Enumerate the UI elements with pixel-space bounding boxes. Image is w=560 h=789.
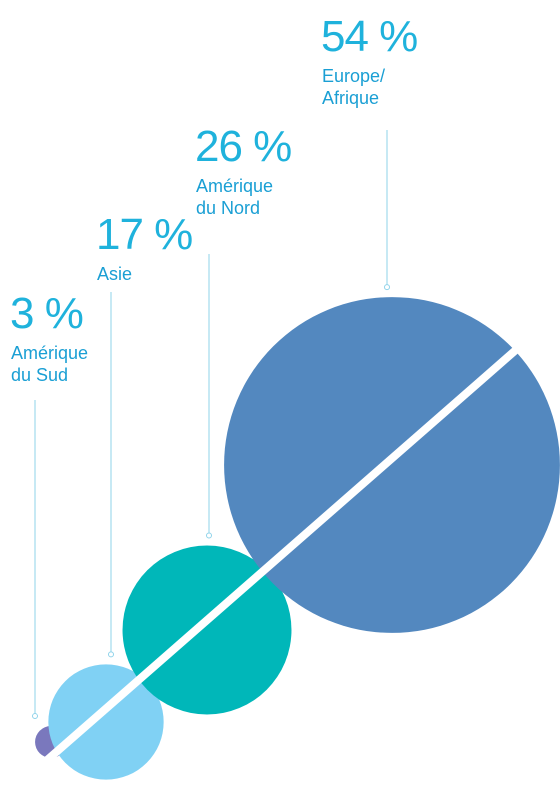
value-label: 54 % bbox=[321, 12, 418, 61]
value-label: 3 % bbox=[10, 289, 84, 338]
leader-dot bbox=[384, 284, 390, 291]
category-label: Amérique du Sud bbox=[11, 343, 89, 385]
leader-dot bbox=[206, 532, 212, 539]
diagonal-divider bbox=[27, 338, 528, 779]
leader-dot bbox=[108, 651, 114, 658]
category-label: Europe/ Afrique bbox=[322, 66, 386, 108]
value-label: 17 % bbox=[96, 210, 193, 259]
bubble bbox=[224, 297, 560, 633]
value-label: 26 % bbox=[195, 122, 292, 171]
bubble bbox=[48, 664, 164, 780]
leader-dot bbox=[32, 713, 38, 720]
category-label: Amérique du Nord bbox=[196, 176, 274, 218]
category-label: Asie bbox=[97, 264, 133, 284]
